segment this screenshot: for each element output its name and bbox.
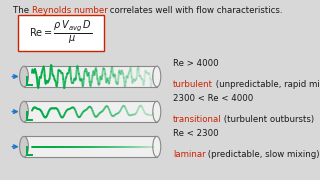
Text: Re < 2300: Re < 2300 (173, 129, 219, 138)
Bar (24, 66, 157, 87)
Text: Reynolds number: Reynolds number (32, 6, 108, 15)
Bar (24, 136, 157, 157)
Text: Re > 4000: Re > 4000 (173, 59, 219, 68)
Text: transitional: transitional (173, 115, 221, 124)
FancyBboxPatch shape (18, 15, 104, 51)
Ellipse shape (20, 101, 28, 122)
Text: $\mathrm{Re} = \dfrac{\rho\, V_{avg}\, D}{\mu}$: $\mathrm{Re} = \dfrac{\rho\, V_{avg}\, D… (29, 20, 92, 46)
Ellipse shape (153, 136, 161, 157)
Ellipse shape (153, 101, 161, 122)
Text: (unpredictable, rapid mixing): (unpredictable, rapid mixing) (213, 80, 320, 89)
Bar (24, 101, 157, 122)
Text: (predictable, slow mixing): (predictable, slow mixing) (205, 150, 320, 159)
Text: (turbulent outbursts): (turbulent outbursts) (221, 115, 315, 124)
Ellipse shape (20, 136, 28, 157)
Text: 2300 < Re < 4000: 2300 < Re < 4000 (173, 94, 253, 103)
Ellipse shape (153, 66, 161, 87)
Ellipse shape (20, 66, 28, 87)
Text: The: The (13, 6, 32, 15)
Text: laminar: laminar (173, 150, 205, 159)
Text: turbulent: turbulent (173, 80, 213, 89)
Text: correlates well with flow characteristics.: correlates well with flow characteristic… (108, 6, 283, 15)
